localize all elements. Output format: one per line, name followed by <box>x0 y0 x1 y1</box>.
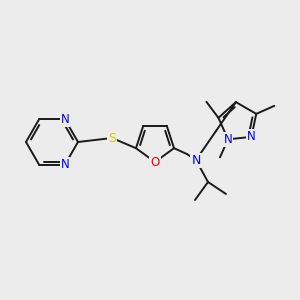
Text: N: N <box>247 130 256 143</box>
Text: S: S <box>108 131 116 145</box>
Text: N: N <box>61 158 69 171</box>
Text: O: O <box>150 155 160 169</box>
Text: N: N <box>61 113 69 126</box>
Text: N: N <box>191 154 201 166</box>
Text: N: N <box>224 133 232 146</box>
